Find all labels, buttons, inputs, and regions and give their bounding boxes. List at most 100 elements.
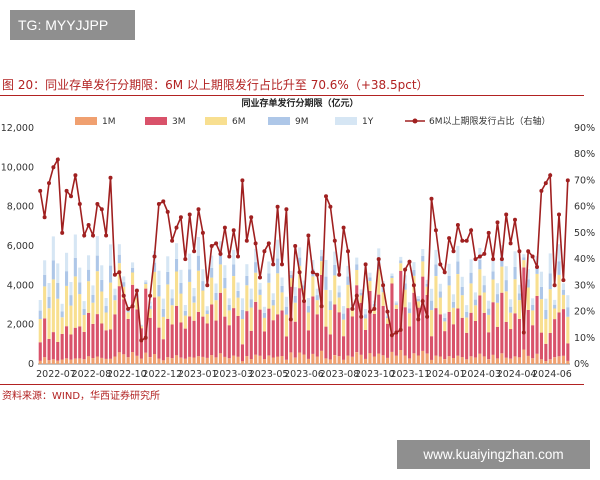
- y-left-tick-label: 6,000: [7, 241, 34, 252]
- ratio-point: [148, 293, 153, 298]
- ratio-point: [385, 309, 390, 314]
- bar-segment: [500, 245, 504, 258]
- bar-segment: [271, 305, 275, 321]
- ratio-point: [271, 262, 276, 267]
- bar-segment: [306, 312, 310, 331]
- bar-segment: [104, 306, 108, 313]
- bar-segment: [47, 283, 51, 297]
- bar-segment: [109, 265, 113, 283]
- ratio-point: [156, 202, 161, 206]
- bar-segment: [394, 303, 398, 305]
- bar-segment: [100, 279, 104, 292]
- bar-segment: [509, 312, 513, 330]
- ratio-point: [557, 212, 561, 217]
- bar-segment: [364, 329, 368, 359]
- ratio-point: [55, 157, 60, 162]
- legend-marker: [412, 118, 418, 124]
- bar-segment: [135, 355, 139, 364]
- y-left-tick-label: 4,000: [7, 280, 34, 291]
- bar-segment: [416, 355, 420, 364]
- bar-segment: [408, 313, 412, 327]
- bar-segment: [430, 288, 434, 301]
- bar-segment: [210, 355, 214, 364]
- bar-segment: [451, 294, 455, 302]
- bar-segment: [504, 291, 508, 322]
- bar-segment: [144, 352, 148, 364]
- bar-segment: [473, 321, 477, 358]
- bar-segment: [192, 302, 196, 321]
- bar-segment: [60, 311, 64, 318]
- bar-segment: [227, 358, 231, 364]
- bar-segment: [487, 332, 491, 360]
- bar-segment: [548, 273, 552, 290]
- bar-segment: [223, 265, 227, 278]
- bar-segment: [447, 285, 451, 312]
- ratio-point: [328, 204, 333, 209]
- ratio-point: [77, 202, 82, 206]
- bar-segment: [482, 285, 486, 293]
- x-tick-label: 2024-04: [497, 369, 537, 380]
- bar-segment: [399, 270, 403, 350]
- bar-segment: [368, 353, 372, 364]
- bar-segment: [495, 326, 499, 359]
- bar-segment: [465, 312, 469, 318]
- bar-segment: [100, 265, 104, 280]
- ratio-point: [341, 225, 346, 230]
- bar-segment: [258, 282, 262, 290]
- bar-segment: [201, 290, 205, 317]
- bar-segment: [487, 359, 491, 364]
- bar-segment: [122, 276, 126, 283]
- bar-segment: [412, 353, 416, 364]
- bar-segment: [539, 332, 543, 360]
- bar-segment: [65, 271, 69, 286]
- bar-segment: [531, 325, 535, 359]
- bar-segment: [91, 358, 95, 364]
- x-tick-label: 2024-01: [426, 369, 466, 380]
- bar-segment: [350, 309, 354, 317]
- bar-segment: [117, 254, 121, 264]
- bar-segment: [443, 313, 447, 318]
- bar-segment: [87, 269, 91, 282]
- ratio-point: [222, 225, 227, 230]
- ratio-point: [108, 175, 113, 180]
- bar-segment: [443, 321, 447, 332]
- bar-segment: [416, 301, 420, 308]
- ratio-point: [315, 272, 320, 277]
- bar-segment: [104, 312, 108, 331]
- bar-segment: [469, 259, 473, 273]
- bar-segment: [157, 327, 161, 359]
- ratio-point: [306, 233, 311, 238]
- bar-segment: [403, 283, 407, 290]
- ratio-point: [143, 335, 148, 340]
- bar-segment: [104, 330, 108, 359]
- bar-segment: [381, 355, 385, 364]
- bar-segment: [87, 255, 91, 270]
- bar-segment: [324, 290, 328, 327]
- bar-segment: [69, 334, 73, 360]
- bar-segment: [284, 359, 288, 364]
- bar-segment: [267, 308, 271, 356]
- bar-segment: [126, 318, 130, 358]
- x-tick-label: 2023-06: [284, 369, 324, 380]
- bar-segment: [337, 297, 341, 313]
- bar-segment: [306, 306, 310, 313]
- bar-segment: [460, 357, 464, 364]
- bar-segment: [350, 356, 354, 364]
- bar-segment: [254, 354, 258, 364]
- bar-segment: [214, 292, 218, 301]
- bar-segment: [368, 277, 372, 281]
- bar-segment: [245, 356, 249, 364]
- bar-segment: [109, 282, 113, 330]
- bar-segment: [491, 302, 495, 355]
- ratio-point: [47, 181, 51, 186]
- bar-segment: [223, 316, 227, 357]
- bar-segment: [355, 352, 359, 364]
- bar-segment: [227, 325, 231, 359]
- bar-segment: [447, 311, 451, 357]
- bar-segment: [324, 326, 328, 359]
- bar-segment: [82, 331, 86, 360]
- bar-segment: [51, 359, 55, 364]
- bar-segment: [557, 356, 561, 364]
- bar-segment: [408, 302, 412, 309]
- bar-segment: [196, 237, 200, 256]
